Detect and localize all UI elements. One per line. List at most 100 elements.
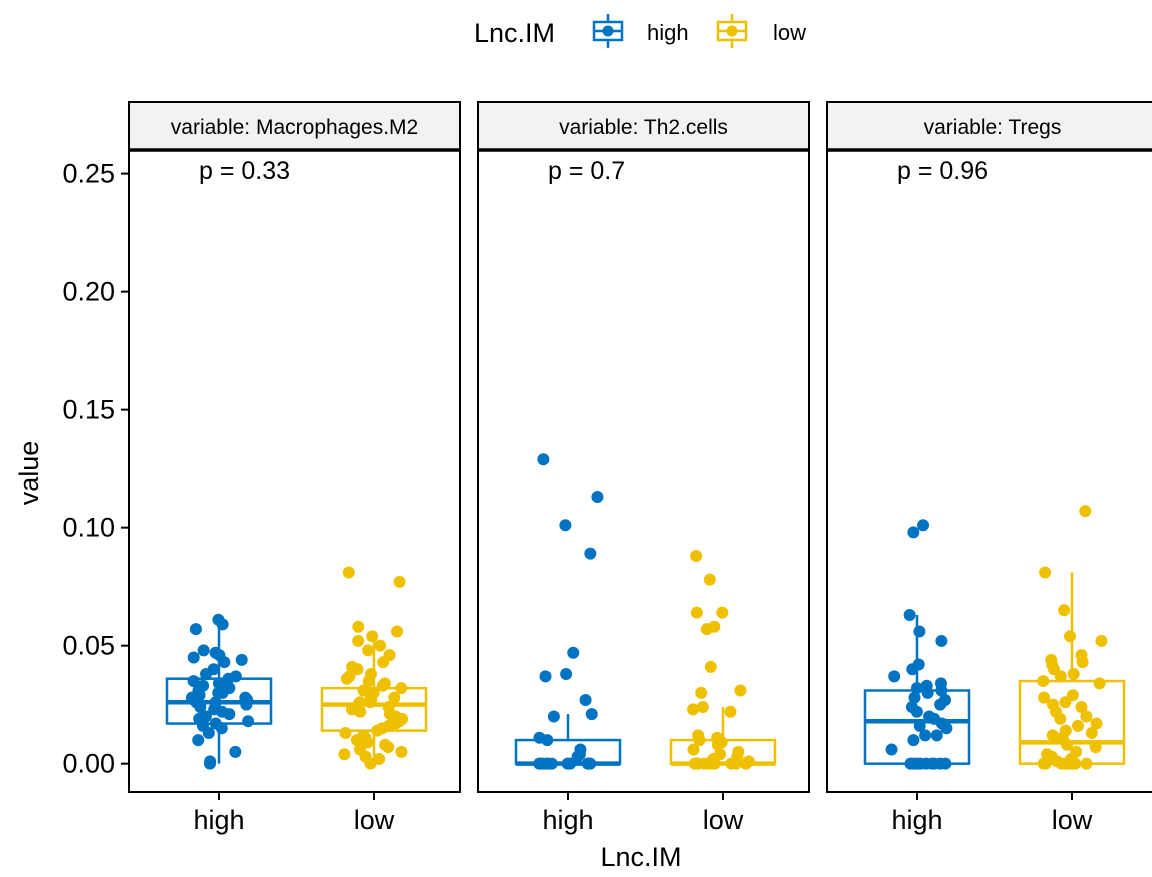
data-point xyxy=(907,757,920,770)
box-group-low xyxy=(320,566,428,770)
y-tick-label: 0.10 xyxy=(62,513,115,543)
x-tick-label: low xyxy=(1052,805,1093,835)
data-point xyxy=(354,705,367,718)
data-point xyxy=(1054,712,1067,725)
data-point xyxy=(910,682,923,695)
data-point xyxy=(537,453,550,466)
data-point xyxy=(913,719,926,732)
data-point xyxy=(391,625,404,638)
facet-panel: variable: Macrophages.M2 p = 0.33 xyxy=(128,101,461,793)
data-point xyxy=(921,686,934,699)
data-point xyxy=(582,757,595,770)
data-point xyxy=(200,667,213,680)
data-point xyxy=(560,667,573,680)
data-point xyxy=(696,701,709,714)
data-point xyxy=(1080,710,1093,723)
data-point xyxy=(1069,757,1082,770)
data-point xyxy=(1038,691,1051,704)
data-point xyxy=(919,729,932,742)
data-point xyxy=(559,519,572,532)
legend: Lnc.IM high low xyxy=(474,14,806,48)
data-point xyxy=(215,722,228,735)
data-point xyxy=(376,679,389,692)
data-point xyxy=(362,644,375,657)
data-point xyxy=(382,741,395,754)
data-point xyxy=(361,736,374,749)
data-point xyxy=(222,672,235,685)
data-point xyxy=(888,670,901,683)
axes: value Lnc.IM high low high low high low 0.00 0.… xyxy=(14,159,1093,872)
data-point xyxy=(687,703,700,716)
data-point xyxy=(540,757,553,770)
facet-strip-label: variable: Tregs xyxy=(924,116,1062,139)
data-point xyxy=(366,630,379,643)
data-point xyxy=(194,701,207,714)
data-point xyxy=(1085,726,1098,739)
data-point xyxy=(913,625,926,638)
data-point xyxy=(917,519,930,532)
data-point xyxy=(935,634,948,647)
data-point xyxy=(350,734,363,747)
data-point xyxy=(229,745,242,758)
data-point xyxy=(192,734,205,747)
data-point xyxy=(1076,656,1089,669)
data-point xyxy=(567,646,580,659)
data-point xyxy=(693,734,706,747)
data-point xyxy=(725,757,738,770)
data-point xyxy=(212,677,225,690)
data-point xyxy=(907,734,920,747)
y-tick-label: 0.25 xyxy=(62,159,115,189)
data-point xyxy=(711,738,724,751)
data-point xyxy=(703,573,716,586)
data-point xyxy=(906,663,919,676)
data-point xyxy=(395,745,408,758)
data-point xyxy=(903,608,916,621)
x-tick-label: low xyxy=(354,805,395,835)
data-point xyxy=(364,696,377,709)
p-value-label: p = 0.96 xyxy=(897,157,988,185)
data-point xyxy=(1039,757,1052,770)
data-point xyxy=(197,644,210,657)
box-group-low xyxy=(1018,505,1126,770)
x-tick-label: low xyxy=(703,805,744,835)
data-point xyxy=(591,490,604,503)
facet-strip-label: variable: Th2.cells xyxy=(559,116,728,139)
data-point xyxy=(716,606,729,619)
data-point xyxy=(189,623,202,636)
data-point xyxy=(374,639,387,652)
data-point xyxy=(364,757,377,770)
data-point xyxy=(705,757,718,770)
facet-panel: variable: Th2.cells p = 0.7 xyxy=(477,101,810,793)
legend-key-point xyxy=(726,25,738,37)
data-point xyxy=(579,693,592,706)
data-point xyxy=(1095,634,1108,647)
data-point xyxy=(724,705,737,718)
data-point xyxy=(547,710,560,723)
data-point xyxy=(907,526,920,539)
data-point xyxy=(1064,630,1077,643)
data-point xyxy=(690,549,703,562)
data-point xyxy=(1066,689,1079,702)
data-point xyxy=(1071,719,1084,732)
data-point xyxy=(734,684,747,697)
data-point xyxy=(1067,667,1080,680)
data-point xyxy=(1039,566,1052,579)
data-point xyxy=(1075,701,1088,714)
box-group-high xyxy=(863,519,971,770)
legend-key-point xyxy=(602,25,614,37)
legend-title: Lnc.IM xyxy=(474,18,555,48)
data-point xyxy=(218,656,231,669)
data-point xyxy=(940,722,953,735)
x-tick-label: high xyxy=(193,805,244,835)
legend-label-high: high xyxy=(647,20,689,45)
box-group-high xyxy=(514,453,622,770)
data-point xyxy=(204,757,217,770)
box-group-high xyxy=(165,613,273,770)
data-point xyxy=(1090,717,1103,730)
data-point xyxy=(342,566,355,579)
data-point xyxy=(352,634,365,647)
data-point xyxy=(561,757,574,770)
data-point xyxy=(688,757,701,770)
